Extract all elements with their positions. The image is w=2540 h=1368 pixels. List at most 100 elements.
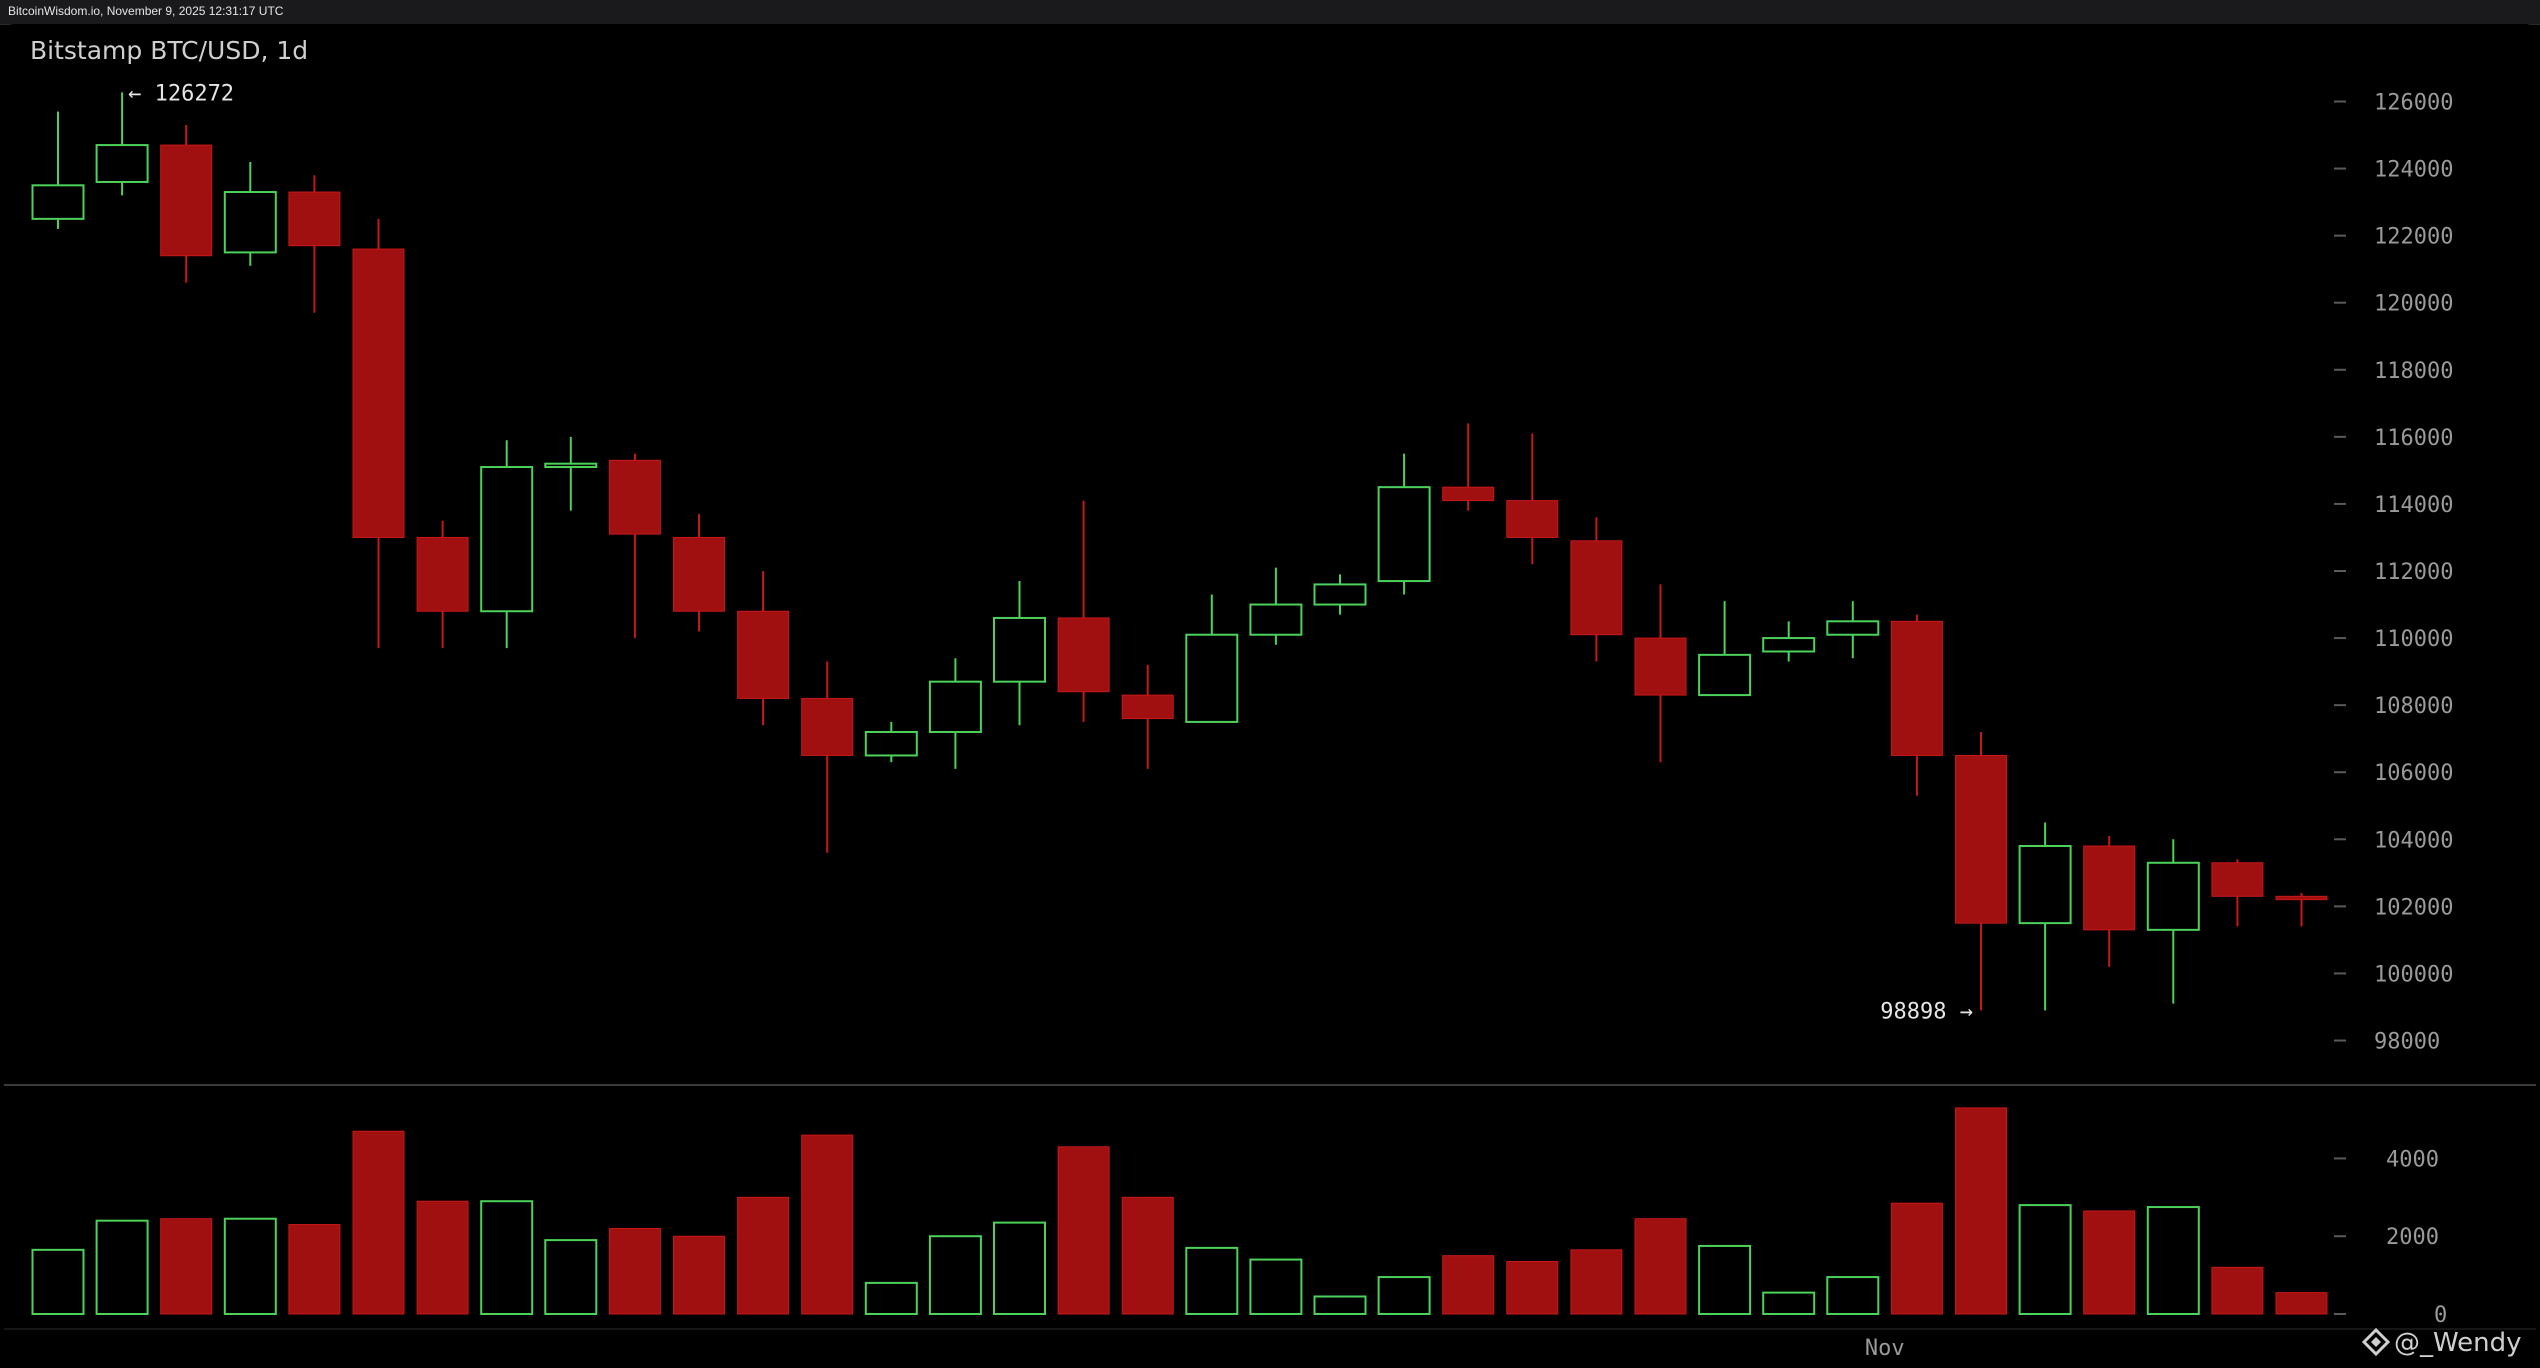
candle [1634,584,1687,763]
volume-bar-up [1313,1295,1367,1315]
volume-bar-down [160,1218,213,1315]
volume-bar-up [2018,1204,2072,1315]
candle [1698,601,1752,697]
candle [1762,621,1816,662]
price-tick-label: 118000 [2374,359,2453,384]
volume-bar-up [480,1200,534,1315]
candle [416,520,469,649]
price-tick-label: 110000 [2374,627,2453,652]
volume-bar-up [31,1248,85,1316]
volume-bar-down [288,1224,341,1315]
price-tick-label: 120000 [2374,292,2453,317]
candle [352,218,405,649]
volume-bar-up [223,1217,277,1315]
candle-body-down [2211,862,2264,897]
candle-body-up [1185,633,1239,723]
candle-body-up [1698,653,1752,697]
candle [2146,839,2200,1004]
low-annotation: 98898 → [1880,999,1973,1024]
candle [2018,822,2072,1011]
volume-bar-up [1377,1276,1431,1315]
candle-body-up [95,144,149,183]
price-axis: 98000 100000 102000 104000 106000 108000 11000… [2334,90,2453,1055]
candle-body-down [1890,620,1943,756]
volume-bar-down [801,1134,854,1315]
price-tick-label: 126000 [2374,90,2453,115]
chart-title: Bitstamp BTC/USD, 1d [30,36,308,65]
volume-bar-down [1570,1249,1623,1315]
candle [737,571,790,726]
candle-body-up [2146,861,2200,931]
candle [1570,517,1623,662]
price-tick-label: 102000 [2374,895,2453,920]
watermark-text: @_Wendy [2394,1328,2522,1358]
volume-bar-down [1506,1261,1559,1315]
volume-bar-down [2083,1210,2136,1315]
volume-bar-up [2146,1206,2200,1315]
candle [1121,664,1174,769]
candle-body-down [1057,617,1110,693]
candle-body-down [416,536,469,612]
price-tick-label: 108000 [2374,694,2453,719]
candle-body-up [928,680,982,733]
candle [1377,453,1431,595]
candle [480,440,534,649]
candle-body-down [608,459,661,535]
volume-tick-label: 0 [2434,1303,2447,1328]
candle-body-up [864,730,918,757]
candle [288,175,341,313]
candle-body-down [160,144,213,257]
volume-bar-down [2211,1266,2264,1315]
candle-body-up [1762,637,1816,653]
volume-bar-up [95,1219,149,1315]
candle-body-down [2083,845,2136,931]
volume-bar-down [608,1227,661,1315]
candle [1249,567,1303,645]
volume-bar-down [673,1235,725,1315]
volume-bar-down [1955,1107,2007,1315]
price-tick-label: 112000 [2374,560,2453,585]
candle [1442,423,1495,511]
volume-bar-up [1762,1291,1816,1315]
high-annotation: ← 126272 [128,81,234,106]
volume-bar-down [737,1196,790,1315]
candle-body-down [288,191,341,247]
candle-body-up [544,462,598,469]
price-tick-label: 106000 [2374,761,2453,786]
volume-bar-down [1121,1196,1174,1315]
candle [2275,892,2328,927]
volume-bar-down [2275,1292,2328,1315]
volume-bar-up [928,1235,982,1315]
volume-bar-down [1634,1218,1687,1315]
chart-frame: Bitstamp BTC/USD, 1d 98000 100000 102000 10… [4,24,2536,1364]
candle [1057,500,1110,722]
candle [993,581,1046,726]
price-tick-label: 100000 [2374,962,2453,987]
candle-body-down [737,610,790,699]
candle-body-up [2018,845,2072,925]
candle [160,124,213,283]
candle [544,436,598,511]
candle [1185,594,1239,723]
price-tick-label: 104000 [2374,828,2453,853]
price-tick-label: 114000 [2374,493,2453,518]
volume-bar-up [1698,1244,1752,1316]
candle [1826,601,1880,659]
volume-bar-up [993,1221,1046,1315]
candle-body-down [1121,694,1174,720]
candle-body-down [1570,540,1623,636]
candle-body-up [1249,603,1303,636]
volume-bar-up [544,1239,598,1315]
volume-bars-group [31,1107,2328,1316]
candle-body-down [2275,895,2328,901]
volume-bar-down [352,1130,405,1315]
candle-body-up [993,616,1046,683]
header-text: BitcoinWisdom.io, November 9, 2025 12:31… [8,4,284,18]
candle-body-down [673,536,725,612]
time-axis: Nov [1865,1336,1905,1361]
candle [801,661,854,853]
candle [1313,574,1367,615]
volume-bar-down [1890,1202,1943,1315]
candle [95,92,149,196]
candles-group [31,92,2328,1011]
